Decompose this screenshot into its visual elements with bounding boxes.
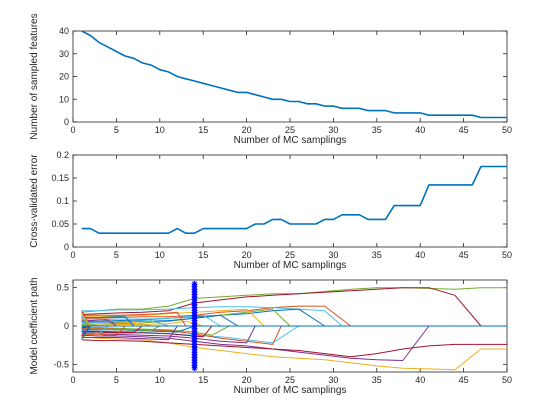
plot-frame <box>72 154 508 248</box>
asterisk-marker <box>191 365 198 371</box>
series-line-24 <box>81 321 152 327</box>
x-tick-label: 35 <box>372 375 382 385</box>
series-group <box>81 31 507 119</box>
series-group <box>81 165 507 234</box>
x-tick-label: 50 <box>502 375 512 385</box>
series-line-3 <box>81 336 507 371</box>
series-line-1 <box>81 165 507 234</box>
x-tick-label: 40 <box>415 250 425 260</box>
x-tick-label: 20 <box>242 375 252 385</box>
x-tick-label: 15 <box>198 125 208 135</box>
y-axis-label: Model coefficient path <box>29 277 40 374</box>
x-tick-label: 40 <box>415 125 425 135</box>
x-tick-label: 20 <box>242 250 252 260</box>
x-tick-label: 10 <box>155 125 165 135</box>
series-line-21 <box>81 325 178 341</box>
y-axis-label: Number of sampled features <box>29 13 40 139</box>
x-tick-label: 0 <box>70 250 75 260</box>
x-tick-label: 35 <box>372 125 382 135</box>
x-tick-label: 30 <box>328 125 338 135</box>
series-line-15 <box>81 325 230 336</box>
y-tick-label: 0 <box>64 242 69 252</box>
x-tick-label: 40 <box>415 375 425 385</box>
y-tick-label: 0.5 <box>56 283 69 293</box>
x-tick-label: 5 <box>114 250 119 260</box>
x-tick-label: 35 <box>372 250 382 260</box>
x-tick-label: 5 <box>114 125 119 135</box>
series-line-4 <box>81 325 430 361</box>
y-tick-label: 0.15 <box>51 173 69 183</box>
series-line-25 <box>81 325 143 333</box>
x-axis-label: Number of MC samplings <box>234 260 347 271</box>
x-tick-label: 0 <box>70 375 75 385</box>
x-tick-label: 10 <box>155 250 165 260</box>
series-line-39 <box>81 312 91 327</box>
series-line-7 <box>81 306 343 327</box>
y-tick-label: 30 <box>59 49 69 59</box>
x-tick-label: 45 <box>459 250 469 260</box>
x-tick-label: 25 <box>285 375 295 385</box>
x-tick-label: 45 <box>459 375 469 385</box>
x-tick-label: 50 <box>502 125 512 135</box>
series-group <box>81 287 507 371</box>
series-line-6 <box>81 305 352 327</box>
series-line-2 <box>81 287 482 327</box>
series-line-26 <box>81 316 135 327</box>
x-tick-label: 0 <box>70 125 75 135</box>
x-axis-label: Number of MC samplings <box>234 385 347 396</box>
chart-panel-2: 0 5 10 15 20 25 30 35 40 45 50 0 0.05 0.1 0.15 0.2 Numbe… <box>29 150 512 271</box>
y-axis-label: Cross-validated error <box>29 154 40 248</box>
plot-frame <box>72 30 508 123</box>
x-tick-label: 10 <box>155 375 165 385</box>
y-tick-label: 0 <box>64 117 69 127</box>
chart-panel-1: 0 5 10 15 20 25 30 35 40 45 50 0 10 20 30 40 Number of M… <box>29 13 512 146</box>
y-tick-label: 0.1 <box>56 196 69 206</box>
x-tick-label: 20 <box>242 125 252 135</box>
x-tick-label: 45 <box>459 125 469 135</box>
x-tick-label: 30 <box>328 375 338 385</box>
series-line-37 <box>81 318 91 327</box>
series-line-22 <box>81 320 169 327</box>
series-line-13 <box>81 325 256 344</box>
x-tick-label: 5 <box>114 375 119 385</box>
series-line-12 <box>81 308 265 327</box>
y-tick-label: 0.05 <box>51 219 69 229</box>
x-tick-label: 15 <box>198 375 208 385</box>
x-tick-label: 25 <box>285 250 295 260</box>
series-line-38 <box>81 325 91 340</box>
y-tick-label: 40 <box>59 26 69 36</box>
series-line-20 <box>81 311 187 327</box>
y-tick-label: 10 <box>59 94 69 104</box>
x-tick-label: 25 <box>285 125 295 135</box>
y-tick-label: 0 <box>64 321 69 331</box>
x-tick-label: 15 <box>198 250 208 260</box>
x-tick-label: 50 <box>502 250 512 260</box>
series-line-23 <box>81 325 161 332</box>
y-tick-label: -0.5 <box>53 359 69 369</box>
x-axis-label: Number of MC samplings <box>234 135 347 146</box>
y-tick-label: 0.2 <box>56 150 69 160</box>
series-line-11 <box>81 325 282 345</box>
series-line-1 <box>81 31 507 119</box>
series-line-27 <box>81 325 126 336</box>
x-tick-label: 30 <box>328 250 338 260</box>
series-line-5 <box>81 339 507 358</box>
y-tick-label: 20 <box>59 72 69 82</box>
series-line-17 <box>81 325 213 338</box>
